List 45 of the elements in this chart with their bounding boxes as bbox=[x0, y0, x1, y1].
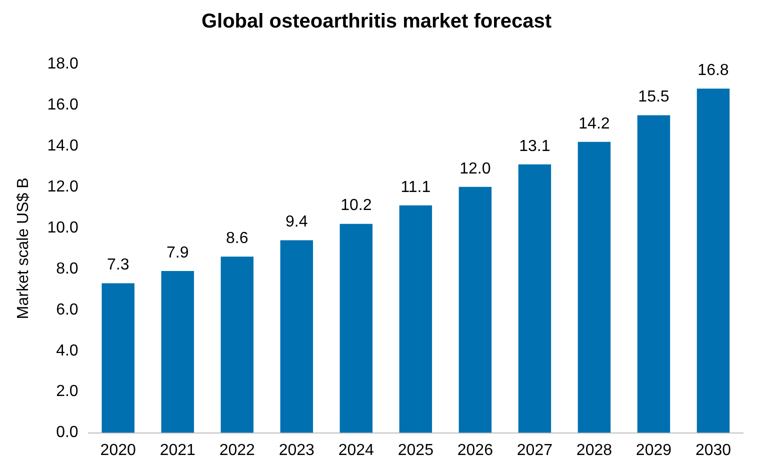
bar bbox=[518, 164, 552, 433]
x-tick-label: 2024 bbox=[338, 442, 374, 459]
x-tick-label: 2026 bbox=[457, 442, 494, 459]
y-axis-title: Market scale US$ B bbox=[15, 178, 32, 320]
x-tick-label: 2030 bbox=[695, 442, 732, 459]
bar bbox=[578, 142, 611, 433]
y-tick-label: 16.0 bbox=[47, 96, 78, 114]
x-tick-label: 2021 bbox=[160, 442, 196, 459]
bar bbox=[161, 270, 194, 433]
data-label: 16.8 bbox=[698, 62, 729, 79]
data-label: 9.4 bbox=[286, 214, 308, 231]
x-tick-label: 2025 bbox=[398, 442, 434, 459]
x-tick-label: 2028 bbox=[576, 442, 612, 459]
data-label: 15.5 bbox=[638, 88, 670, 106]
bar bbox=[399, 205, 432, 433]
data-label: 10.2 bbox=[340, 197, 372, 214]
y-tick-label: 8.0 bbox=[56, 260, 78, 278]
y-tick-label: 18.0 bbox=[47, 55, 78, 72]
y-tick-label: 6.0 bbox=[56, 301, 78, 318]
data-label: 8.6 bbox=[226, 230, 248, 247]
y-tick-label: 14.0 bbox=[47, 137, 78, 154]
bar bbox=[102, 283, 134, 433]
data-label: 13.1 bbox=[519, 138, 550, 155]
y-tick-label: 2.0 bbox=[56, 383, 78, 400]
x-tick-label: 2020 bbox=[100, 442, 136, 459]
y-tick-label: 0.0 bbox=[56, 424, 78, 442]
x-tick-label: 2022 bbox=[219, 442, 256, 459]
bar bbox=[220, 256, 254, 433]
bar bbox=[458, 186, 492, 433]
x-tick-label: 2029 bbox=[636, 442, 672, 459]
x-tick-label: 2023 bbox=[278, 442, 315, 459]
bar bbox=[637, 115, 670, 433]
data-label: 11.1 bbox=[400, 178, 431, 196]
bar bbox=[696, 88, 730, 433]
y-tick-label: 12.0 bbox=[47, 178, 78, 196]
y-tick-label: 10.0 bbox=[47, 219, 78, 236]
x-tick-label: 2027 bbox=[516, 442, 553, 459]
chart-title: Global osteoarthritis market forecast bbox=[201, 10, 552, 33]
data-label: 7.3 bbox=[106, 256, 130, 274]
data-label: 7.9 bbox=[166, 244, 189, 262]
y-tick-label: 4.0 bbox=[56, 342, 78, 360]
bar bbox=[280, 240, 314, 433]
data-label: 14.2 bbox=[578, 115, 610, 132]
data-label: 12.0 bbox=[460, 160, 491, 178]
bar bbox=[340, 224, 373, 433]
